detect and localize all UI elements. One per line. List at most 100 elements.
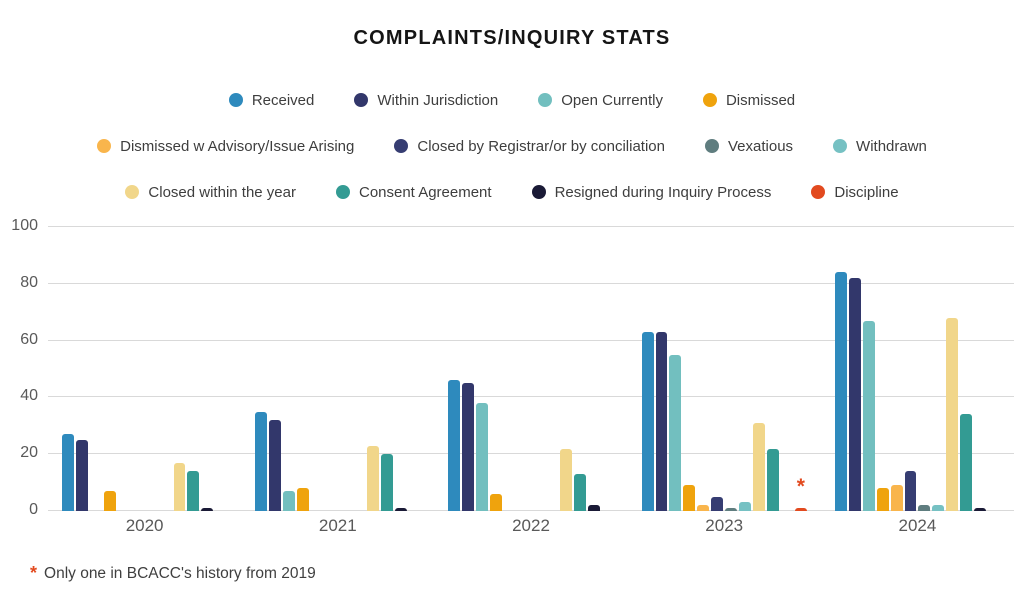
bar-slot-open-currently-2023 <box>668 227 682 511</box>
x-axis-label-2024: 2024 <box>898 516 937 535</box>
x-axis-label-2021: 2021 <box>318 516 357 535</box>
legend-item-received: Received <box>228 92 314 109</box>
bar-slot-vexatious-2022 <box>531 227 545 511</box>
bar-slot-received-2024 <box>834 227 848 511</box>
bar-received-2022 <box>448 380 461 511</box>
legend-label: Discipline <box>834 183 899 201</box>
bar-group-2023: * <box>628 227 821 511</box>
bar-slot-closed-within-the-year-2020 <box>173 227 187 511</box>
bar-slot-discipline-2024 <box>987 227 1001 511</box>
legend-item-closed-within-the-year: Closed within the year <box>125 184 296 201</box>
gridline-0 <box>48 510 1014 511</box>
legend-label: Open Currently <box>561 91 663 109</box>
bar-vexatious-2024 <box>918 505 931 511</box>
legend-swatch-icon <box>538 93 553 107</box>
bar-slot-dismissed-w-advisory-issue-arising-2023 <box>696 227 710 511</box>
bar-slot-dismissed-2021 <box>296 227 310 511</box>
bar-within-jurisdiction-2024 <box>848 278 861 511</box>
bar-closed-within-the-year-2020 <box>173 462 186 511</box>
bar-open-currently-2022 <box>476 403 489 511</box>
legend-swatch-icon <box>125 185 140 199</box>
legend-label: Closed within the year <box>148 183 296 201</box>
legend-swatch-icon <box>335 185 350 199</box>
legend-swatch-icon <box>354 93 369 107</box>
bar-slot-closed-by-registrar-or-by-conciliation-2022 <box>517 227 531 511</box>
legend-swatch-icon <box>394 139 409 153</box>
bar-slot-closed-by-registrar-or-by-conciliation-2020 <box>131 227 145 511</box>
legend-label: Consent Agreement <box>358 183 492 201</box>
annotation-asterisk-icon: * <box>796 475 805 498</box>
legend-swatch-icon <box>97 139 112 153</box>
legend-row-1: Received Within Jurisdiction Open Currentl… <box>0 86 1024 114</box>
bar-group-2020 <box>48 227 241 511</box>
bar-slot-discipline-2022 <box>601 227 615 511</box>
bar-slot-open-currently-2021 <box>282 227 296 511</box>
bar-slot-open-currently-2020 <box>89 227 103 511</box>
bar-slot-withdrawn-2022 <box>545 227 559 511</box>
bar-dismissed-2021 <box>297 488 309 511</box>
bar-slot-received-2022 <box>447 227 461 511</box>
footnote: * Only one in BCACC's history from 2019 <box>30 563 316 584</box>
bar-slot-dismissed-w-advisory-issue-arising-2024 <box>890 227 904 511</box>
bar-slot-received-2021 <box>254 227 268 511</box>
y-tick-label-20: 20 <box>20 444 38 462</box>
bar-slot-consent-agreement-2022 <box>573 227 587 511</box>
legend-item-consent-agreement: Consent Agreement <box>335 183 492 201</box>
legend-swatch-icon <box>704 139 719 153</box>
bar-slot-consent-agreement-2020 <box>186 227 200 511</box>
legend-row-2: Dismissed w Advisory/Issue Arising Closed… <box>0 132 1024 160</box>
legend-label: Withdrawn <box>856 137 927 155</box>
bar-slot-open-currently-2024 <box>862 227 876 511</box>
legend-label: Within Jurisdiction <box>377 91 499 109</box>
bar-slot-closed-within-the-year-2021 <box>366 227 380 511</box>
bar-slot-closed-by-registrar-or-by-conciliation-2023 <box>710 227 724 511</box>
legend-label: Dismissed <box>725 91 796 109</box>
y-tick-label-80: 80 <box>20 273 38 291</box>
bar-closed-within-the-year-2023 <box>753 422 766 511</box>
x-axis-label-2020: 2020 <box>125 516 164 535</box>
bar-resigned-during-inquiry-process-2022 <box>587 505 600 511</box>
bar-slot-consent-agreement-2021 <box>380 227 394 511</box>
legend-item-discipline: Discipline <box>811 183 899 201</box>
bar-slot-dismissed-w-advisory-issue-arising-2022 <box>503 227 517 511</box>
bar-dismissed-2024 <box>876 488 889 511</box>
bar-slot-closed-within-the-year-2023 <box>752 227 766 511</box>
bar-dismissed-2020 <box>103 491 116 511</box>
y-tick-label-100: 100 <box>11 217 38 234</box>
legend-swatch-icon <box>228 93 243 107</box>
bar-received-2021 <box>255 411 268 511</box>
bar-slot-withdrawn-2021 <box>352 227 366 511</box>
bar-received-2020 <box>62 434 74 511</box>
bar-within-jurisdiction-2023 <box>655 332 668 511</box>
y-tick-label-40: 40 <box>20 387 38 405</box>
bar-slot-discipline-2020 <box>214 227 228 511</box>
bar-slot-vexatious-2024 <box>917 227 931 511</box>
bar-closed-within-the-year-2024 <box>946 317 959 511</box>
legend-swatch-icon <box>702 93 717 107</box>
bar-slot-discipline-2021 <box>408 227 422 511</box>
bar-group-2024 <box>821 227 1014 511</box>
legend-label: Resigned during Inquiry Process <box>554 183 772 201</box>
x-axis-label-2022: 2022 <box>512 516 550 535</box>
bar-slot-vexatious-2021 <box>338 227 352 511</box>
bar-group-2021 <box>241 227 434 511</box>
bar-slot-received-2020 <box>61 227 75 511</box>
bar-open-currently-2024 <box>862 320 875 511</box>
bar-slot-dismissed-2020 <box>103 227 117 511</box>
bar-slot-open-currently-2022 <box>475 227 489 511</box>
bar-open-currently-2023 <box>669 354 682 511</box>
x-axis-label-2023: 2023 <box>705 516 744 535</box>
chart-title: COMPLAINTS/INQUIRY STATS <box>353 27 671 49</box>
bar-closed-within-the-year-2021 <box>366 445 379 511</box>
bar-slot-within-jurisdiction-2023 <box>655 227 669 511</box>
bar-slot-discipline-2023: * <box>794 227 808 511</box>
legend-item-dismissed: Dismissed <box>702 91 796 109</box>
bar-dismissed-w-advisory-issue-arising-2023 <box>697 505 710 511</box>
bar-slot-resigned-during-inquiry-process-2024 <box>973 227 987 511</box>
bar-slot-within-jurisdiction-2021 <box>268 227 282 511</box>
bar-slot-dismissed-2023 <box>682 227 696 511</box>
footnote-text: Only one in BCACC's history from 2019 <box>44 565 316 582</box>
bar-slot-consent-agreement-2023 <box>766 227 780 511</box>
bar-slot-resigned-during-inquiry-process-2022 <box>587 227 601 511</box>
